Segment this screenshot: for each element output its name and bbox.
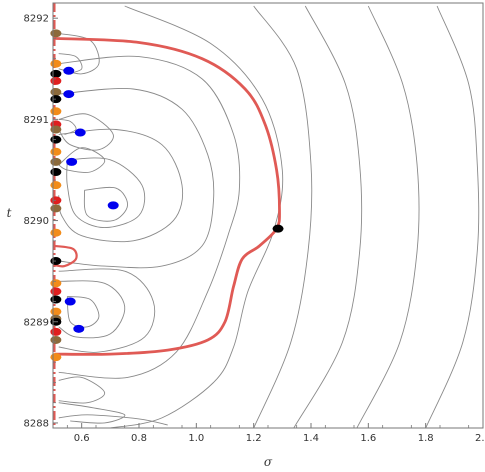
data-point [63, 66, 75, 75]
x-tick-label: 1.6 [360, 433, 376, 444]
contour-line [58, 55, 241, 379]
y-tick-label: 8291 [24, 115, 49, 126]
data-point [107, 201, 119, 210]
data-point [73, 324, 85, 333]
contour-line [110, 5, 284, 429]
data-point [66, 157, 78, 166]
data-point [50, 327, 62, 336]
x-tick-label: 0.8 [131, 433, 147, 444]
data-point [50, 59, 62, 68]
contour-line [66, 157, 146, 229]
data-point [50, 107, 62, 116]
data-point [50, 157, 62, 166]
data-point [50, 125, 62, 134]
data-point [50, 88, 62, 97]
plot-frame [52, 2, 484, 429]
data-point [50, 295, 62, 304]
y-tick-label: 8289 [24, 317, 49, 328]
contour-line [58, 376, 106, 404]
contour-line [58, 53, 83, 75]
highlight-curve [54, 37, 281, 356]
x-tick-label: 1.4 [303, 433, 319, 444]
contour-line [66, 296, 100, 328]
data-point [50, 353, 62, 362]
contour-lines [58, 5, 480, 429]
data-point [50, 287, 62, 296]
x-tick-label: 1.8 [418, 433, 434, 444]
data-point [50, 69, 62, 78]
contour-line [58, 268, 156, 353]
data-point [50, 147, 62, 156]
data-point [272, 224, 284, 233]
plot-border [52, 2, 484, 429]
y-axis-label: t [7, 206, 12, 220]
contour-line [58, 280, 126, 339]
data-point [50, 279, 62, 288]
contour-line [58, 414, 168, 426]
contour-line [58, 113, 114, 151]
data-point [50, 181, 62, 190]
small-loop-curve [54, 244, 78, 268]
contour-line [58, 32, 100, 75]
data-point [50, 335, 62, 344]
x-axis-label: σ [264, 455, 273, 469]
data-point [64, 297, 76, 306]
data-point [50, 307, 62, 316]
contour-line [58, 147, 106, 174]
contour-line [83, 186, 128, 222]
contour-line [356, 5, 420, 429]
x-tick-label: 0.6 [74, 433, 90, 444]
x-axis-ticks: 0.6 0.8 1.0 1.2 1.4 1.6 1.8 2.0 [66, 423, 485, 444]
contour-line [425, 5, 480, 429]
contour-line [58, 128, 184, 243]
x-tick-label: 2.0 [475, 433, 485, 444]
y-tick-label: 8288 [24, 418, 49, 429]
x-tick-label: 1.2 [246, 433, 262, 444]
contour-line [58, 402, 126, 424]
data-point [50, 29, 62, 38]
contour-line [293, 5, 363, 429]
data-point [63, 90, 75, 99]
data-point [50, 204, 62, 213]
y-tick-label: 8290 [24, 216, 49, 227]
y-axis-ticks: 8288 8289 8290 8291 8292 [24, 14, 58, 429]
contour-line [58, 118, 77, 135]
y-tick-label: 8292 [24, 14, 49, 25]
data-point [50, 167, 62, 176]
data-point [50, 76, 62, 85]
highlight-curves [53, 3, 281, 428]
contour-line [253, 5, 313, 429]
data-point [74, 128, 86, 137]
data-point [50, 228, 62, 237]
x-tick-label: 1.0 [188, 433, 204, 444]
contour-line [58, 88, 215, 269]
